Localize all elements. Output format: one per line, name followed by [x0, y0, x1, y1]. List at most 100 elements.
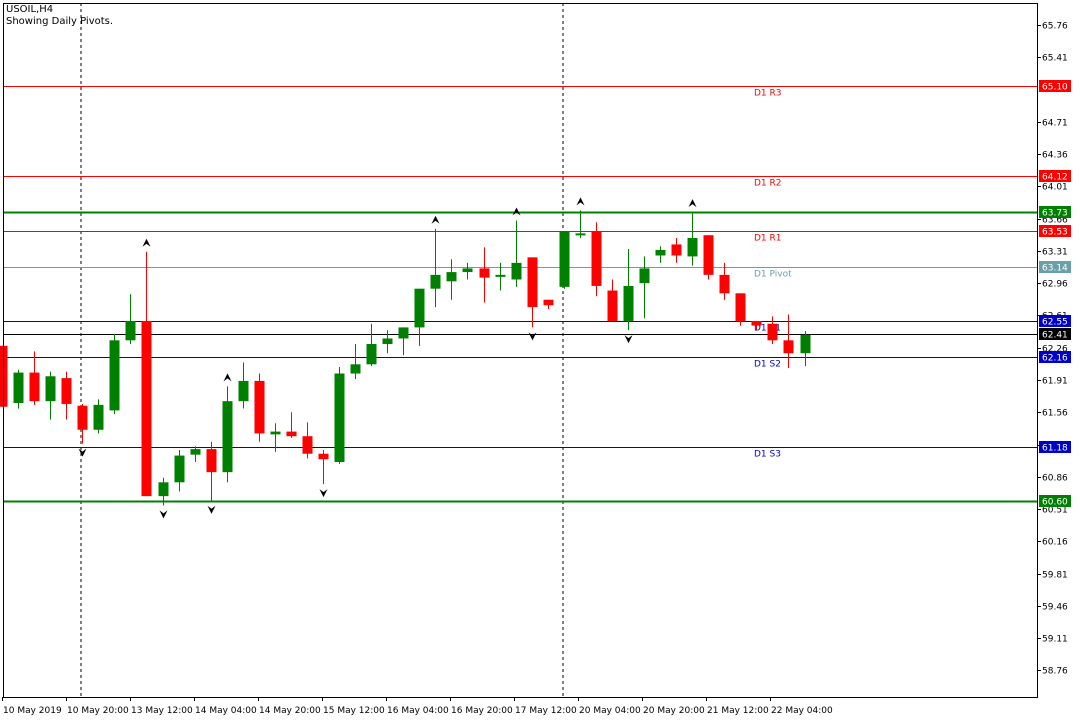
price-tag-label: 62.16	[1042, 354, 1068, 364]
candle-body[interactable]	[623, 285, 634, 321]
y-tick-label: 64.01	[1042, 183, 1068, 193]
chart-border	[3, 3, 1038, 698]
candle-body[interactable]	[767, 323, 778, 341]
chart-frame	[3, 3, 1038, 698]
y-tick-label: 63.66	[1042, 216, 1068, 226]
candle-body[interactable]	[141, 320, 152, 497]
candle-body[interactable]	[607, 290, 618, 321]
price-tag-label: 61.18	[1042, 444, 1068, 454]
x-tick-label: 16 May 20:00	[451, 706, 513, 716]
price-tag-box	[1039, 261, 1071, 273]
candle-body[interactable]	[655, 249, 666, 256]
price-tag-box	[1039, 441, 1071, 453]
time-axis[interactable]: 10 May 2019 10 May 20:00 13 May 12:00 14 Ma…	[2, 697, 833, 716]
candle-body[interactable]	[158, 482, 169, 497]
candle-body[interactable]	[800, 334, 811, 354]
candle-body[interactable]	[238, 380, 249, 402]
candle-body[interactable]	[543, 299, 554, 306]
candle-body[interactable]	[318, 453, 329, 460]
price-tag-label: 62.55	[1042, 318, 1068, 328]
candle-body[interactable]	[639, 268, 650, 284]
price-tag-label: 63.53	[1042, 228, 1068, 238]
candle-body[interactable]	[350, 364, 361, 374]
candle-body[interactable]	[77, 405, 88, 430]
candle-body[interactable]	[495, 274, 506, 277]
price-tag-label: 60.60	[1042, 498, 1068, 508]
candle-body[interactable]	[222, 401, 233, 473]
x-tick-label: 14 May 04:00	[195, 706, 257, 716]
candle-body[interactable]	[751, 320, 762, 326]
candle-body[interactable]	[174, 455, 185, 483]
fractal-up-icon	[688, 199, 697, 208]
candle-body[interactable]	[366, 344, 377, 365]
x-tick-label: 14 May 20:00	[259, 706, 321, 716]
candle-body[interactable]	[735, 293, 746, 321]
y-tick-label: 59.81	[1042, 571, 1068, 581]
x-tick-label: 21 May 12:00	[707, 706, 769, 716]
candle-body[interactable]	[286, 431, 297, 437]
chart-symbol: USOIL,H4	[6, 4, 54, 15]
candle-body[interactable]	[719, 274, 730, 294]
candle-body[interactable]	[270, 431, 281, 435]
level-label: D1 S1	[754, 324, 781, 334]
candle-body[interactable]	[109, 340, 120, 411]
price-tag-box	[1039, 328, 1071, 340]
price-tag-box	[1039, 206, 1071, 218]
y-tick-label: 61.56	[1042, 409, 1068, 419]
candle-body[interactable]	[575, 233, 586, 236]
x-tick-label: 20 May 20:00	[643, 706, 705, 716]
y-tick-label: 64.36	[1042, 151, 1068, 161]
candle-body[interactable]	[13, 372, 24, 404]
candle-body[interactable]	[382, 338, 393, 345]
candle-body[interactable]	[206, 449, 217, 473]
candle-body[interactable]	[430, 274, 441, 289]
x-tick-label: 15 May 12:00	[323, 706, 385, 716]
candle-body[interactable]	[462, 268, 473, 273]
level-label: D1 S3	[754, 450, 781, 460]
candle-body[interactable]	[511, 262, 522, 280]
candle-body[interactable]	[479, 268, 490, 278]
candle-body[interactable]	[591, 231, 602, 286]
candle-body[interactable]	[61, 378, 72, 404]
fractal-up-icon	[576, 197, 585, 206]
fractal-up-icon	[512, 207, 521, 216]
candle-body[interactable]	[687, 237, 698, 257]
candle-body[interactable]	[414, 288, 425, 328]
price-axis[interactable]: 65.76 65.41 64.71 64.36 64.01 63.66 63.31 62.96…	[1037, 22, 1068, 677]
price-tag-label: 63.73	[1042, 209, 1068, 219]
x-tick-label: 17 May 12:00	[515, 706, 577, 716]
candle-body[interactable]	[29, 372, 40, 402]
candle-body[interactable]	[783, 340, 794, 354]
candle-body[interactable]	[45, 376, 56, 402]
candle-body[interactable]	[125, 320, 136, 341]
price-tags: 65.10 64.12 63.73 63.53 63.14 62.55 62.41 62.16…	[1039, 80, 1071, 508]
price-tag-box	[1039, 80, 1071, 92]
x-tick-label: 13 May 12:00	[131, 706, 193, 716]
x-tick-label: 10 May 20:00	[67, 706, 129, 716]
candle-body[interactable]	[302, 436, 313, 454]
candle-body[interactable]	[671, 244, 682, 256]
price-tag-label: 62.41	[1042, 331, 1068, 341]
candle-body[interactable]	[190, 449, 201, 455]
y-tick-label: 58.76	[1042, 667, 1068, 677]
candle-body[interactable]	[334, 373, 345, 463]
candle-body[interactable]	[254, 380, 265, 434]
y-tick-label: 60.51	[1042, 506, 1068, 516]
fractal-down-icon	[207, 505, 216, 514]
candle-body[interactable]	[703, 235, 714, 275]
y-tick-label: 60.16	[1042, 538, 1068, 548]
fractal-down-icon	[528, 332, 537, 341]
candle-body[interactable]	[398, 327, 409, 339]
fractal-up-icon	[431, 215, 440, 224]
candle-body[interactable]	[559, 231, 570, 287]
candle-body[interactable]	[446, 272, 457, 282]
price-tag-box	[1039, 351, 1071, 363]
fractal-up-icon	[142, 238, 151, 247]
price-tag-box	[1039, 495, 1071, 507]
candle-body[interactable]	[93, 404, 104, 430]
candle-body[interactable]	[527, 257, 538, 308]
x-tick-label: 16 May 04:00	[387, 706, 449, 716]
price-tag-box	[1039, 170, 1071, 182]
y-tick-label: 60.86	[1042, 474, 1068, 484]
